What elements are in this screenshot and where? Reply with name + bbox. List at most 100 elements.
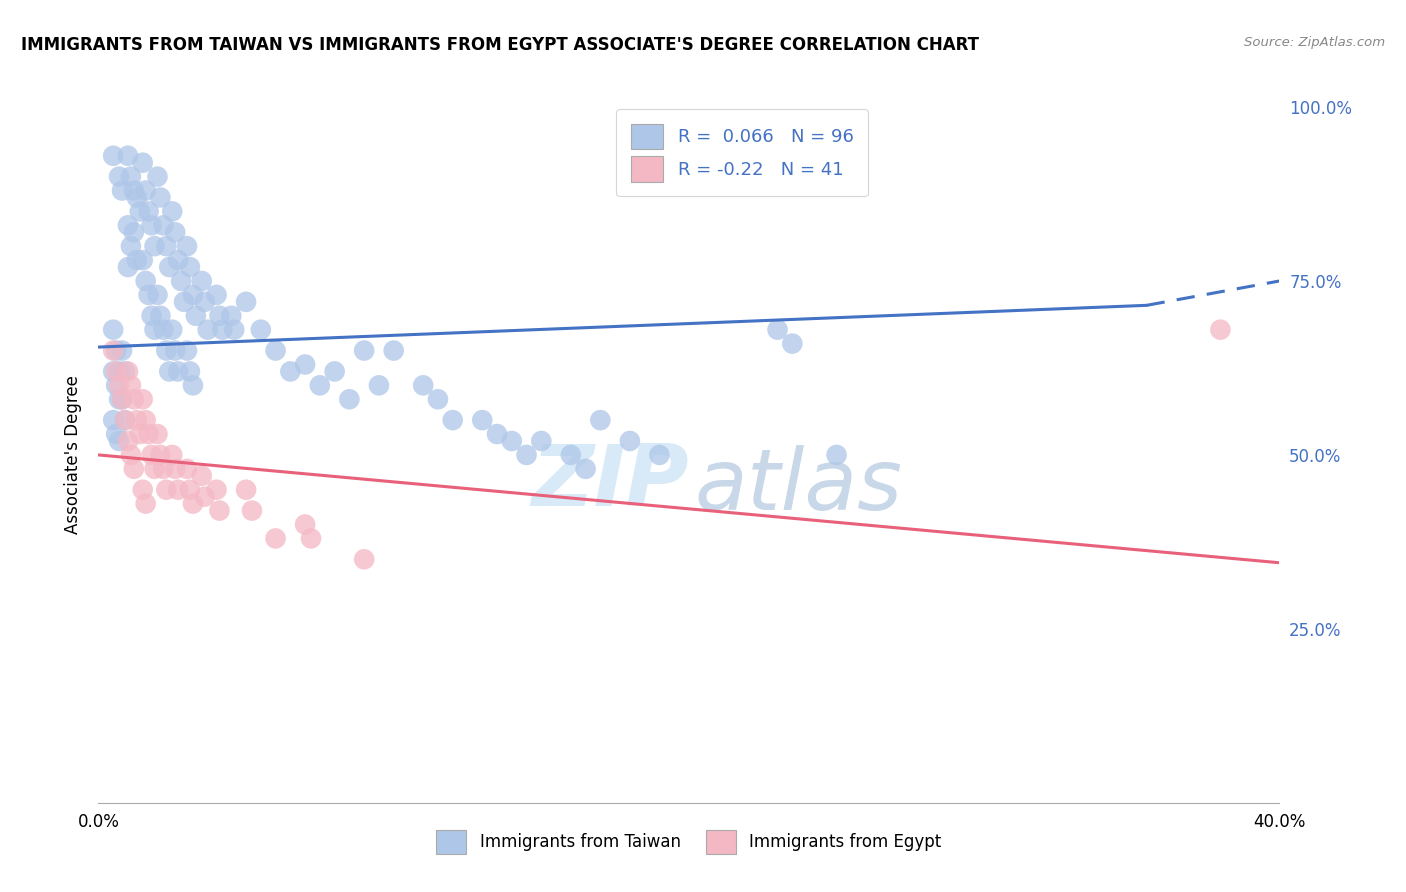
Point bbox=[782, 336, 804, 351]
Point bbox=[165, 225, 187, 239]
Point bbox=[143, 323, 166, 337]
Point bbox=[412, 378, 434, 392]
Point bbox=[138, 427, 160, 442]
Point bbox=[108, 434, 131, 448]
Point bbox=[205, 483, 228, 497]
Point bbox=[309, 378, 332, 392]
Point bbox=[184, 309, 207, 323]
Point bbox=[138, 204, 160, 219]
Point bbox=[108, 392, 131, 407]
Point bbox=[125, 413, 148, 427]
Point bbox=[125, 253, 148, 268]
Point bbox=[111, 392, 134, 407]
Point bbox=[181, 288, 204, 302]
Point bbox=[103, 364, 125, 378]
Point bbox=[122, 462, 145, 476]
Point bbox=[162, 448, 183, 462]
Point bbox=[516, 448, 538, 462]
Point bbox=[211, 323, 233, 337]
Point bbox=[105, 378, 128, 392]
Text: atlas: atlas bbox=[695, 445, 903, 528]
Point bbox=[280, 364, 302, 378]
Point bbox=[117, 260, 139, 274]
Point bbox=[108, 364, 131, 378]
Point bbox=[149, 448, 172, 462]
Point bbox=[208, 309, 231, 323]
Point bbox=[155, 483, 177, 497]
Point bbox=[120, 378, 142, 392]
Point bbox=[1209, 323, 1232, 337]
Point bbox=[179, 260, 201, 274]
Point bbox=[170, 274, 193, 288]
Point bbox=[825, 448, 848, 462]
Point bbox=[368, 378, 391, 392]
Point bbox=[191, 468, 214, 483]
Point bbox=[149, 190, 172, 204]
Point bbox=[111, 184, 134, 198]
Point bbox=[179, 483, 201, 497]
Point bbox=[167, 253, 190, 268]
Point bbox=[162, 323, 183, 337]
Point bbox=[122, 392, 145, 407]
Point bbox=[138, 288, 160, 302]
Point bbox=[240, 503, 263, 517]
Point bbox=[427, 392, 450, 407]
Point bbox=[117, 149, 139, 163]
Point bbox=[117, 364, 139, 378]
Point bbox=[471, 413, 494, 427]
Point bbox=[353, 343, 375, 358]
Point bbox=[575, 462, 598, 476]
Point bbox=[560, 448, 582, 462]
Point bbox=[128, 204, 150, 219]
Point bbox=[165, 343, 187, 358]
Point bbox=[108, 378, 131, 392]
Point bbox=[105, 343, 128, 358]
Point bbox=[501, 434, 523, 448]
Point bbox=[103, 323, 125, 337]
Point bbox=[111, 392, 134, 407]
Point bbox=[149, 309, 172, 323]
Point bbox=[208, 503, 231, 517]
Point bbox=[141, 309, 163, 323]
Point bbox=[146, 169, 169, 184]
Y-axis label: Associate's Degree: Associate's Degree bbox=[63, 376, 82, 534]
Point bbox=[114, 413, 136, 427]
Point bbox=[135, 184, 157, 198]
Point bbox=[181, 378, 204, 392]
Point bbox=[197, 323, 219, 337]
Point bbox=[176, 462, 198, 476]
Point bbox=[141, 219, 163, 233]
Point bbox=[224, 323, 246, 337]
Point bbox=[146, 427, 169, 442]
Point bbox=[128, 427, 150, 442]
Point bbox=[125, 190, 148, 204]
Point bbox=[235, 294, 257, 309]
Point bbox=[132, 483, 155, 497]
Point bbox=[141, 448, 163, 462]
Point bbox=[132, 253, 155, 268]
Point bbox=[120, 448, 142, 462]
Point bbox=[179, 364, 201, 378]
Point bbox=[648, 448, 671, 462]
Point bbox=[173, 294, 195, 309]
Point bbox=[152, 323, 174, 337]
Point bbox=[155, 239, 177, 253]
Point bbox=[152, 219, 174, 233]
Point bbox=[105, 364, 128, 378]
Point bbox=[157, 260, 180, 274]
Point bbox=[205, 288, 228, 302]
Point bbox=[323, 364, 346, 378]
Point bbox=[619, 434, 641, 448]
Point bbox=[114, 413, 136, 427]
Point bbox=[264, 532, 287, 546]
Point bbox=[194, 490, 217, 504]
Point bbox=[146, 288, 169, 302]
Point bbox=[191, 274, 214, 288]
Point bbox=[530, 434, 553, 448]
Point bbox=[117, 219, 139, 233]
Point bbox=[167, 364, 190, 378]
Point bbox=[162, 204, 183, 219]
Point bbox=[294, 517, 316, 532]
Point bbox=[155, 343, 177, 358]
Point bbox=[103, 149, 125, 163]
